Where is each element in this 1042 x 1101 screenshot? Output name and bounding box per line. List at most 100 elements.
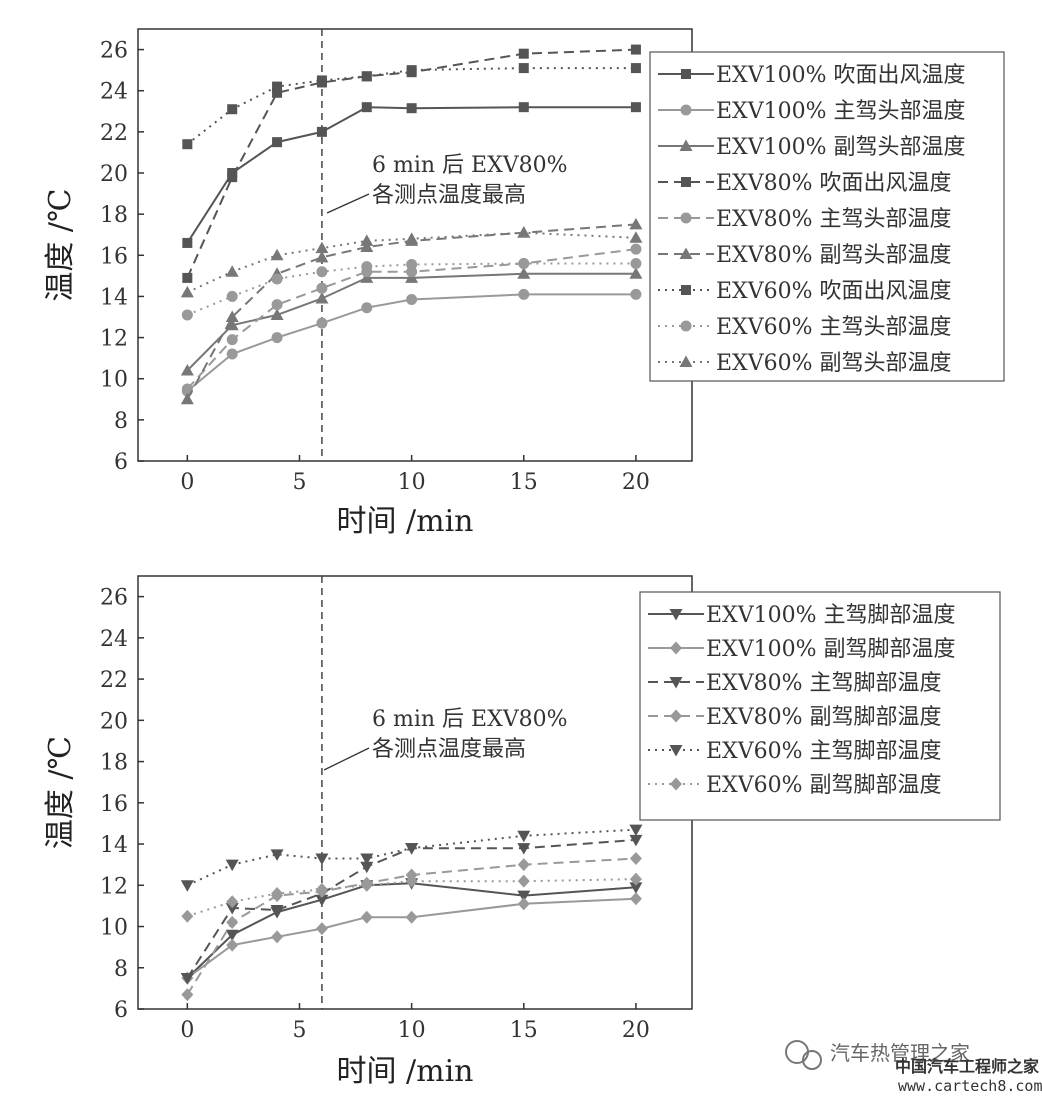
legend-swatch-marker	[669, 745, 683, 757]
legend-item: EXV80% 副驾头部温度	[658, 243, 952, 268]
series-5	[180, 217, 643, 405]
y-axis-label: 温度 /℃	[43, 736, 78, 849]
legend-swatch-marker	[679, 247, 693, 259]
legend-item: EXV60% 副驾头部温度	[658, 351, 952, 376]
data-point	[405, 874, 418, 888]
legend-item: EXV100% 副驾头部温度	[658, 135, 966, 160]
data-point	[518, 258, 530, 270]
y-tick-label: 12	[100, 874, 128, 899]
data-point	[361, 261, 373, 273]
y-tick-label: 16	[100, 244, 128, 269]
data-point	[629, 231, 643, 243]
data-point	[226, 290, 238, 302]
data-point	[315, 241, 329, 254]
x-tick-label: 10	[398, 1018, 426, 1043]
data-point	[271, 299, 283, 311]
data-point	[225, 859, 239, 872]
data-point	[517, 830, 531, 843]
y-tick-label: 22	[100, 121, 128, 146]
plot-frame	[137, 575, 693, 1010]
annotation-line-2: 各测点温度最高	[372, 183, 526, 208]
series-line	[186, 67, 636, 145]
x-tick-label: 15	[510, 1018, 538, 1043]
legend-swatch-marker	[681, 69, 691, 79]
data-point	[180, 285, 194, 298]
data-point	[629, 872, 642, 886]
data-point	[361, 302, 373, 314]
data-point	[630, 258, 642, 270]
series-line	[186, 223, 636, 400]
x-tick-label: 20	[622, 470, 650, 495]
legend-swatch-marker	[679, 139, 693, 151]
series-line	[186, 48, 636, 279]
data-point	[225, 310, 239, 322]
data-point	[225, 929, 239, 942]
data-point	[517, 267, 531, 279]
x-axis-label: 时间 /min	[336, 504, 473, 539]
legend-item: EXV100% 副驾脚部温度	[648, 637, 956, 662]
series-2	[180, 267, 643, 376]
chart-top: 6 8 10 12 14 16 18 20 22 24 26 0 5 10 15 20 时间 /min 温度 /℃…	[43, 28, 1005, 539]
data-point	[272, 81, 283, 92]
data-point	[406, 294, 418, 306]
legend-label: EXV80% 吹面出风温度	[716, 171, 952, 196]
data-point	[226, 938, 239, 952]
data-point	[315, 922, 328, 936]
x-tick-label: 15	[510, 470, 538, 495]
y-tick-label: 14	[100, 285, 128, 310]
data-point	[182, 237, 193, 248]
series-line	[186, 106, 636, 244]
legend-label: EXV80% 副驾脚部温度	[706, 705, 942, 730]
data-point	[227, 172, 238, 183]
data-point	[315, 882, 328, 896]
legend-item: EXV60% 副驾脚部温度	[648, 773, 942, 798]
data-point	[315, 853, 329, 865]
series-7	[181, 258, 642, 321]
series-0	[182, 102, 641, 248]
data-point	[316, 75, 327, 86]
legend-item: EXV100% 主驾头部温度	[658, 99, 966, 124]
data-point	[270, 849, 284, 861]
series-line	[186, 248, 637, 390]
x-tick-label: 10	[398, 470, 426, 495]
legend-swatch-marker	[681, 177, 691, 187]
data-point	[270, 248, 284, 261]
y-tick-label: 18	[100, 751, 128, 776]
data-point	[518, 63, 529, 74]
data-point	[406, 259, 418, 271]
data-point	[406, 65, 417, 76]
data-point	[316, 266, 328, 278]
data-point	[271, 930, 284, 944]
series-line	[186, 231, 636, 294]
legend-item: EXV80% 主驾头部温度	[658, 207, 952, 232]
y-tick-label: 26	[100, 39, 128, 64]
data-point	[518, 102, 529, 113]
data-point	[181, 988, 194, 1002]
data-point	[180, 880, 194, 892]
legend-item: EXV80% 副驾脚部温度	[648, 705, 942, 730]
annotation-pointer	[323, 747, 370, 771]
legend-item: EXV100% 吹面出风温度	[658, 63, 966, 88]
data-point	[360, 240, 374, 253]
data-point	[630, 102, 641, 113]
data-point	[181, 909, 194, 923]
legend-label: EXV80% 副驾头部温度	[716, 243, 952, 268]
annotation-line-1: 6 min 后 EXV80%	[372, 707, 568, 732]
y-tick-label: 20	[100, 162, 128, 187]
data-point	[316, 126, 327, 137]
data-point	[517, 858, 530, 872]
series-0	[180, 878, 643, 985]
data-point	[629, 217, 643, 230]
legend: EXV100% 主驾脚部温度 EXV100% 副驾脚部温度 EXV80% 主驾脚部温…	[639, 591, 1001, 821]
series-line	[186, 882, 636, 979]
series-6	[182, 63, 641, 150]
legend-item: EXV80% 主驾脚部温度	[648, 671, 942, 696]
series-2	[180, 834, 643, 985]
legend-label: EXV100% 主驾头部温度	[716, 99, 966, 124]
data-point	[182, 272, 193, 283]
legend-label: EXV100% 副驾脚部温度	[706, 637, 956, 662]
x-axis-label: 时间 /min	[336, 1054, 473, 1089]
legend-swatch-marker	[680, 320, 692, 332]
series-line	[186, 272, 636, 372]
y-tick-label: 12	[100, 327, 128, 352]
